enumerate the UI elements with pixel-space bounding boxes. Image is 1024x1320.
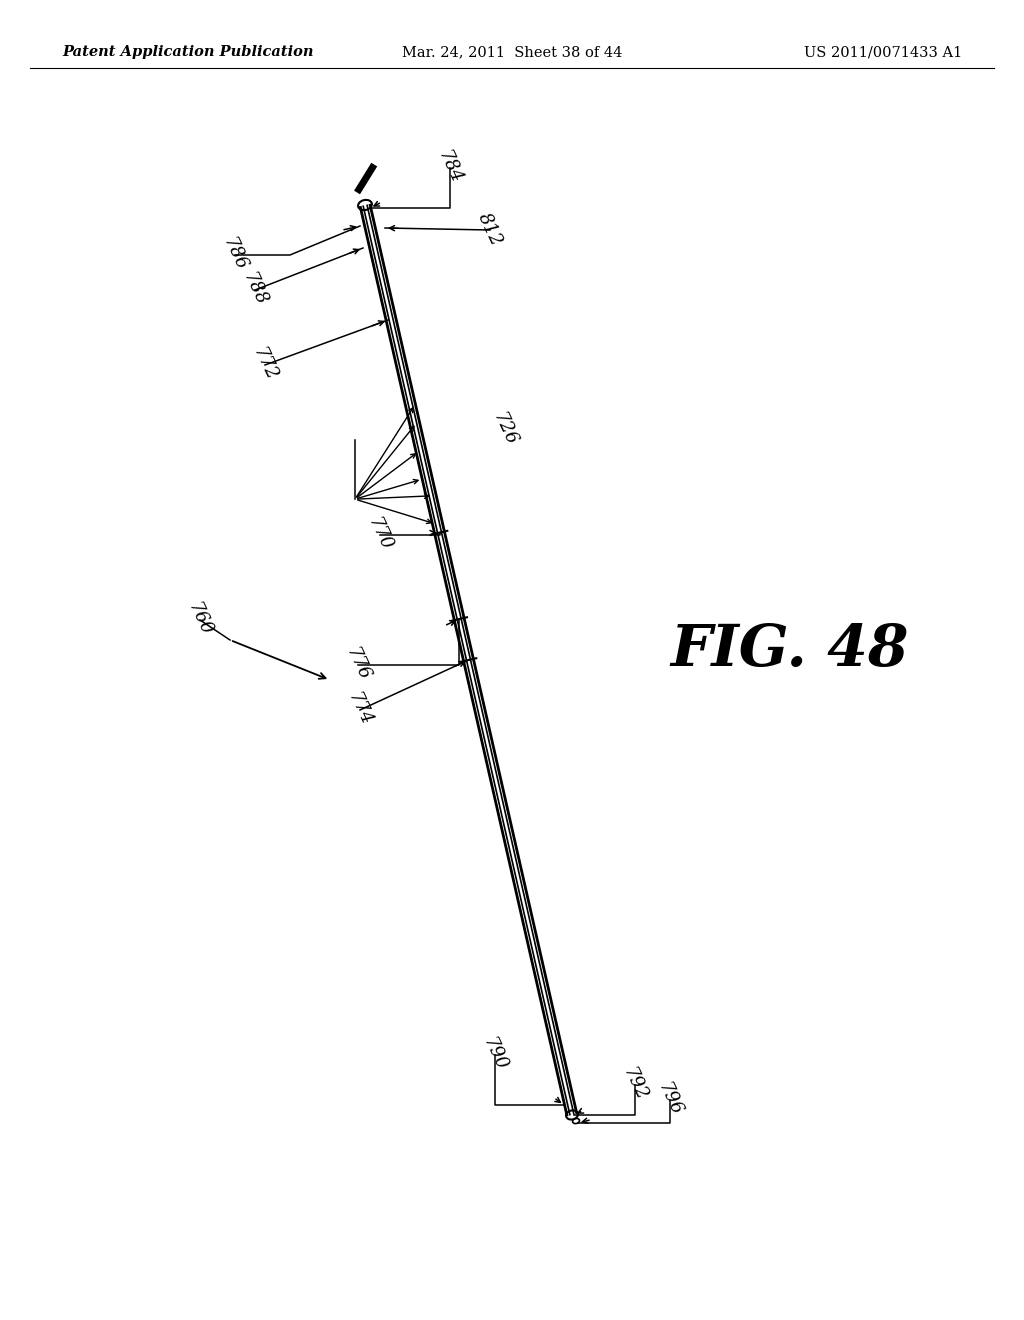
Text: 774: 774 — [344, 690, 376, 730]
Text: 786: 786 — [219, 235, 251, 275]
Text: 792: 792 — [620, 1065, 650, 1105]
Text: 776: 776 — [343, 645, 374, 685]
Text: FIG. 48: FIG. 48 — [671, 622, 909, 678]
Text: US 2011/0071433 A1: US 2011/0071433 A1 — [804, 45, 962, 59]
Text: 772: 772 — [250, 346, 281, 384]
Text: 812: 812 — [474, 211, 506, 249]
Text: 760: 760 — [184, 601, 215, 639]
Text: 796: 796 — [654, 1081, 685, 1119]
Text: Mar. 24, 2011  Sheet 38 of 44: Mar. 24, 2011 Sheet 38 of 44 — [401, 45, 623, 59]
Text: 726: 726 — [489, 411, 520, 449]
Text: 788: 788 — [240, 271, 270, 309]
Text: 770: 770 — [365, 516, 395, 554]
Text: 784: 784 — [434, 149, 466, 187]
Text: 790: 790 — [479, 1036, 510, 1074]
Text: Patent Application Publication: Patent Application Publication — [62, 45, 313, 59]
